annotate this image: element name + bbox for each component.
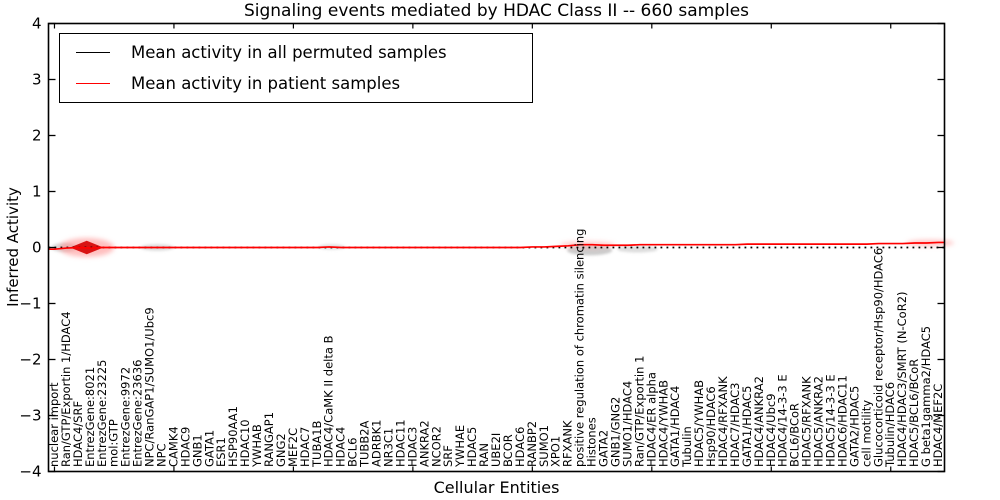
x-tick-label: HDAC5/RFXANK — [800, 376, 814, 467]
x-tick-label: NCOR2 — [429, 426, 443, 467]
x-tick-label: HDAC11 — [393, 419, 407, 467]
x-tick-label: Ran/GTP/Exportin 1/HDAC4 — [59, 311, 73, 467]
x-tick-label: HDAC4/RFXANK — [716, 376, 730, 467]
x-tick-label: positive regulation of chromatin silenci… — [573, 229, 587, 467]
x-tick-label: ADRBK1 — [370, 420, 384, 467]
x-tick-label: HSP90AA1 — [226, 406, 240, 467]
series-line-patient — [48, 241, 945, 251]
x-tick-label: NPC/RanGAP1/SUMO1/Ubc9 — [143, 307, 157, 467]
x-axis-title: Cellular Entities — [433, 478, 560, 497]
y-tick-label: 2 — [32, 127, 42, 145]
x-tick-label: TUBA1B — [310, 420, 324, 468]
x-tick-label: HDAC6/HDAC11 — [835, 375, 849, 467]
x-tick-label: Glucocorticoid receptor/Hsp90/HDAC6 — [871, 248, 885, 467]
x-tick-label: HDAC7 — [298, 427, 312, 467]
x-tick-label: MEF2C — [286, 428, 300, 467]
y-tick-label: 3 — [32, 71, 42, 89]
x-tick-label: HDAC5 — [465, 427, 479, 467]
x-tick-label: GATA1 — [202, 430, 216, 467]
x-tick-label: EntrezGene:8021 — [83, 367, 97, 467]
x-tick-label: G beta1gamma2/HDAC5 — [919, 326, 933, 467]
x-tick-label: Tubulin/HDAC6 — [883, 382, 897, 468]
x-tick-label: RANBP2 — [525, 421, 539, 467]
x-tick-label: HDAC7/HDAC3 — [728, 383, 742, 468]
x-tick-label: GNB1/GNG2 — [608, 397, 622, 467]
x-tick-label: GNB1 — [190, 434, 204, 467]
y-tick-label: −3 — [19, 407, 41, 425]
chart-title: Signaling events mediated by HDAC Class … — [243, 1, 750, 21]
x-tick-label: HDAC5/BCL6/BCoR — [907, 359, 921, 467]
legend-line-patient-samples — [76, 83, 110, 84]
x-tick-label: cell motility — [859, 400, 873, 467]
x-tick-label: UBE2I — [489, 433, 503, 467]
x-tick-label: HDAC4/YWHAB — [656, 380, 670, 467]
x-tick-label: HDAC3 — [405, 427, 419, 467]
x-tick-label: HDAC6 — [513, 427, 527, 467]
x-tick-label: SUMO1/HDAC4 — [620, 381, 634, 467]
x-tick-label: GNG2 — [274, 433, 288, 467]
x-tick-label: YWHAE — [453, 425, 467, 468]
x-tick-label: BCL6 — [346, 438, 360, 467]
x-tick-label: SUMO1 — [537, 425, 551, 467]
x-tick-label: Histones — [585, 417, 599, 467]
x-tick-label: HDAC4/ER alpha — [644, 372, 658, 467]
x-tick-label: nuclear import — [47, 382, 61, 467]
legend-label-patient: Mean activity in patient samples — [131, 74, 401, 93]
x-tick-label: HDAC4/HDAC3/SMRT (N-CoR2) — [895, 291, 909, 467]
y-tick-label: −1 — [19, 295, 41, 313]
x-tick-label: HDAC4/MEF2C — [931, 384, 945, 467]
x-tick-label: GATA2/HDAC5 — [847, 386, 861, 467]
x-tick-label: NPC — [154, 443, 168, 467]
x-tick-label: SRF — [441, 445, 455, 467]
x-tick-label: TUBB2A — [358, 420, 372, 468]
x-tick-label: CAMK4 — [166, 426, 180, 467]
x-tick-label: HDAC4/Ubc9 — [764, 393, 778, 467]
x-tick-label: NR3C1 — [381, 428, 395, 467]
x-tick-label: XPO1 — [549, 436, 563, 467]
x-tick-label: HDAC9 — [178, 427, 192, 467]
legend: Mean activity in all permuted samples Me… — [59, 33, 533, 103]
x-tick-label: ESR1 — [214, 437, 228, 467]
x-tick-label: HDAC4/SRF — [71, 401, 85, 467]
x-tick-label: HDAC4/CaMK II delta B — [322, 335, 336, 467]
x-tick-label: HDAC5/ANKRA2 — [812, 376, 826, 467]
x-tick-label: Tubulin — [680, 426, 694, 468]
x-tick-label: ANKRA2 — [417, 420, 431, 467]
x-tick-label: RFXANK — [561, 420, 575, 467]
x-tick-label: HDAC5/14-3-3 E — [824, 374, 838, 467]
x-tick-label: BCL6/BCoR — [788, 403, 802, 467]
x-tick-label: EntrezGene:9972 — [119, 367, 133, 467]
legend-line-permuted-samples — [76, 52, 110, 53]
legend-entry-patient: Mean activity in patient samples — [76, 74, 532, 93]
y-tick-label: −4 — [19, 463, 41, 481]
x-tick-label: EntrezGene:23225 — [95, 360, 109, 467]
x-tick-label: BCOR — [501, 434, 515, 467]
x-tick-label: RANGAP1 — [262, 412, 276, 467]
x-tick-label: EntrezGene:23636 — [131, 360, 145, 467]
y-tick-label: 1 — [32, 183, 42, 201]
x-tick-label: RAN — [477, 443, 491, 467]
legend-entry-permuted: Mean activity in all permuted samples — [76, 43, 532, 62]
y-tick-label: 4 — [32, 15, 42, 33]
x-tick-label: HDAC5/YWHAB — [692, 380, 706, 467]
y-tick-label: 0 — [32, 239, 42, 257]
x-tick-label: Hsp90/HDAC6 — [704, 386, 718, 467]
x-tick-label: HDAC10 — [238, 419, 252, 467]
y-tick-label: −2 — [19, 351, 41, 369]
x-tick-label: HDAC4/14-3-3 E — [776, 374, 790, 467]
legend-label-permuted: Mean activity in all permuted samples — [131, 43, 447, 62]
x-tick-label: HDAC4/ANKRA2 — [752, 376, 766, 467]
x-tick-label: Ran/GTP/Exportin 1 — [632, 356, 646, 467]
x-tick-label: GATA2 — [597, 430, 611, 467]
x-tick-label: GATA1/HDAC5 — [740, 386, 754, 467]
uncertainty-blob — [617, 245, 658, 253]
x-tick-label: YWHAB — [250, 424, 264, 468]
x-tick-label: GATA1/HDAC4 — [668, 386, 682, 467]
x-tick-label: HDAC4 — [334, 427, 348, 467]
x-tick-label: mol:GTP — [107, 419, 121, 467]
